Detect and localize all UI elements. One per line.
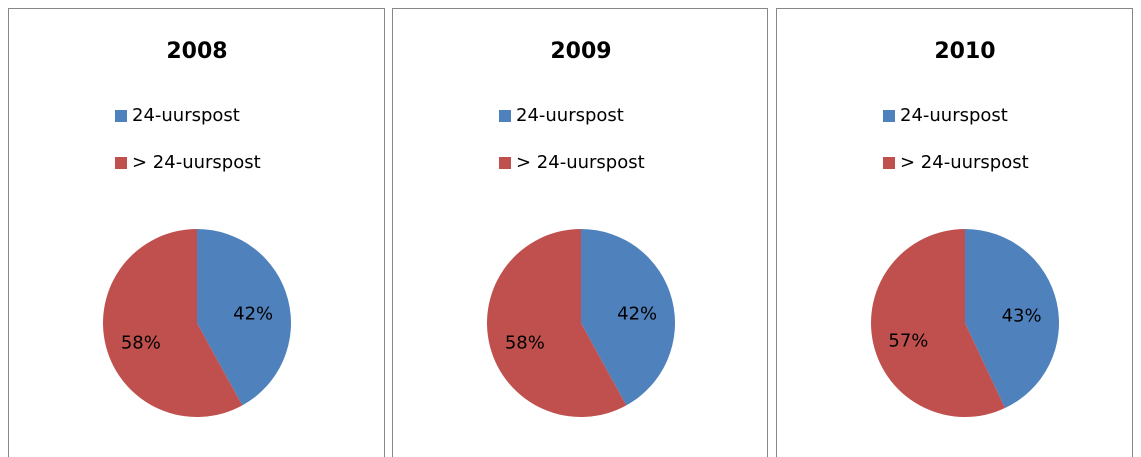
- legend-label: 24-uurspost: [900, 105, 1008, 126]
- legend-swatch: [883, 157, 895, 169]
- legend-swatch: [499, 110, 511, 122]
- data-label: 42%: [617, 304, 657, 325]
- pie-slice: [487, 229, 627, 418]
- panel-border: [8, 8, 385, 457]
- data-label: 58%: [121, 332, 161, 353]
- pie-slice: [870, 229, 1006, 417]
- chart-title: 2008: [166, 39, 227, 64]
- data-label: 43%: [1002, 305, 1042, 326]
- pie-slice: [102, 229, 243, 418]
- legend-swatch: [115, 110, 127, 122]
- chart-title: 2010: [934, 39, 995, 64]
- pie-slice: [581, 229, 675, 406]
- panel-border: [392, 8, 768, 457]
- data-label: 58%: [505, 332, 545, 353]
- pie-slice: [965, 229, 1059, 409]
- data-label: 57%: [888, 331, 928, 352]
- legend-label: > 24-uurspost: [900, 152, 1029, 173]
- legend-label: 24-uurspost: [516, 105, 624, 126]
- legend-swatch: [499, 157, 511, 169]
- legend-swatch: [883, 110, 895, 122]
- panel-border: [776, 8, 1133, 457]
- legend-label: 24-uurspost: [132, 105, 240, 126]
- legend-label: > 24-uurspost: [516, 152, 645, 173]
- data-label: 42%: [233, 304, 273, 325]
- pie-slice: [197, 229, 291, 406]
- legend-swatch: [115, 157, 127, 169]
- legend-label: > 24-uurspost: [132, 152, 261, 173]
- chart-title: 2009: [550, 39, 611, 64]
